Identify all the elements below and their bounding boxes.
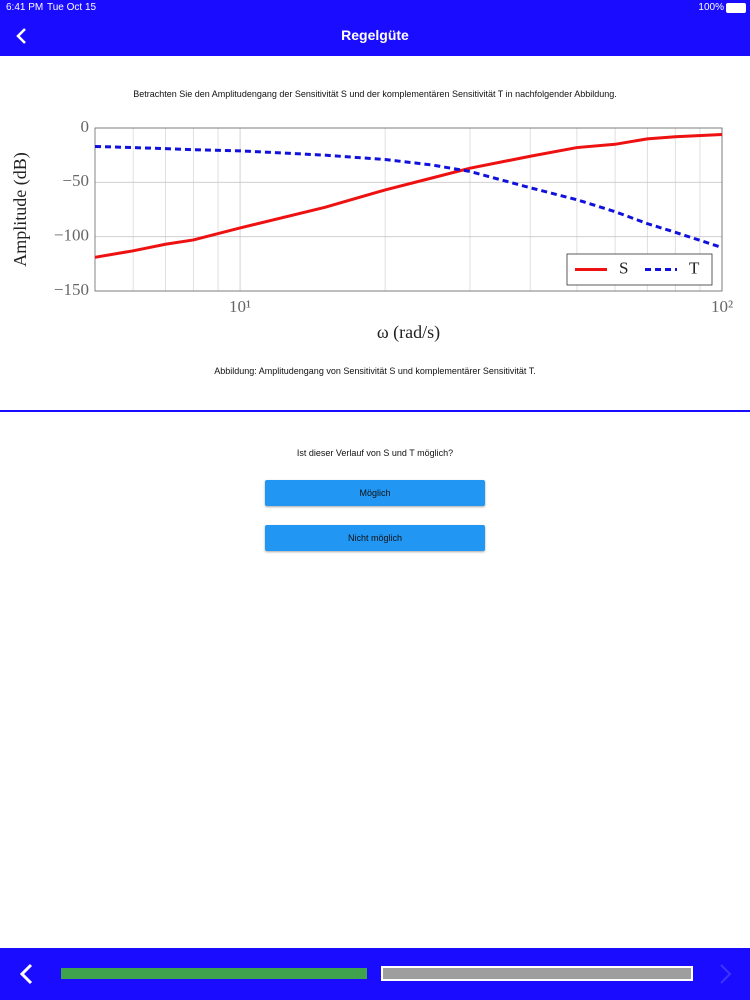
top-bar: 6:41 PM Tue Oct 15 100% Regelgüte — [0, 0, 750, 56]
progress-done — [61, 968, 367, 979]
battery-icon — [726, 3, 746, 13]
status-time: 6:41 PM — [6, 2, 44, 13]
y-tick-label: −150 — [54, 280, 89, 299]
prev-button[interactable] — [16, 962, 38, 986]
series-line — [94, 133, 723, 259]
x-axis-label: ω (rad/s) — [377, 322, 440, 343]
back-button[interactable] — [12, 26, 32, 46]
y-axis-label: Amplitude (dB) — [10, 152, 31, 267]
y-tick-label: −100 — [54, 226, 89, 245]
progress-remaining — [381, 966, 693, 981]
next-button[interactable] — [714, 962, 736, 986]
status-battery: 100% — [698, 2, 724, 13]
y-tick-label: 0 — [81, 117, 90, 136]
chart: 0 −50 −100 −150 10¹ 10² ω (rad/s) Amplitude (dB… — [10, 117, 733, 343]
caption: Abbildung: Amplitudengang von Sensitivit… — [214, 366, 536, 376]
x-tick-label: 10² — [711, 297, 733, 316]
intro-text: Betrachten Sie den Amplitudengang der Se… — [133, 89, 617, 99]
y-tick-label: −50 — [62, 171, 89, 190]
option-button[interactable]: Nicht möglich — [265, 525, 485, 551]
legend-label: S — [619, 258, 628, 277]
bottom-bar — [0, 948, 750, 1000]
plot-frame — [94, 127, 723, 292]
option-button[interactable]: Möglich — [265, 480, 485, 506]
status-date: Tue Oct 15 — [47, 2, 97, 13]
nav-title: Regelgüte — [341, 27, 409, 43]
series-line — [94, 144, 723, 249]
question: Ist dieser Verlauf von S und T möglich? — [296, 448, 454, 458]
divider — [0, 410, 750, 412]
legend-label: T — [689, 258, 700, 277]
x-tick-label: 10¹ — [229, 297, 251, 316]
